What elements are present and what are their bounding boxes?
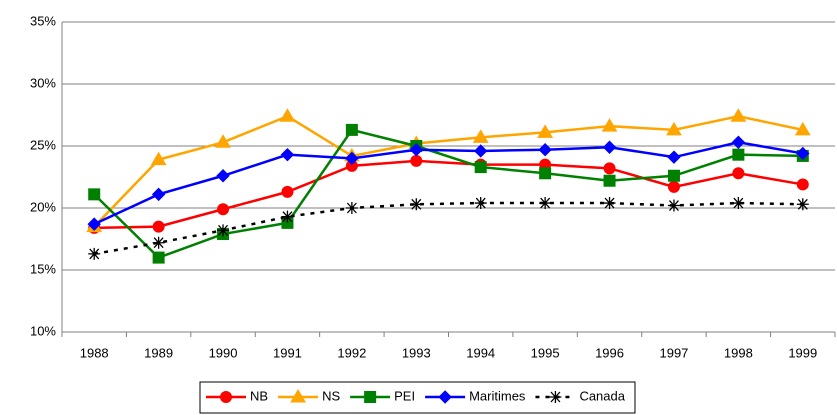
data-point [602,140,617,154]
x-tick-label: 1997 [659,345,688,360]
data-point [345,202,358,214]
data-point [345,123,358,136]
x-tick-label: 1993 [402,345,431,360]
legend-marker [438,390,452,404]
x-tick-label: 1998 [724,345,753,360]
legend-marker [364,391,377,403]
legend-label: PEI [394,388,415,403]
data-point [538,143,552,157]
series-line [93,114,804,228]
x-tick-label: 1999 [788,345,817,360]
x-tick-label: 1995 [531,345,560,360]
series-line [93,128,803,260]
series-line [94,159,804,230]
data-point [794,121,811,136]
data-point [281,185,294,198]
data-point [215,134,231,148]
data-point [410,198,423,211]
data-point [796,198,809,211]
legend-label: Canada [579,388,625,403]
x-tick-label: 1991 [273,345,302,360]
data-point [539,197,552,210]
y-tick-label: 35% [30,13,56,28]
data-point [603,197,616,210]
data-point [88,188,101,201]
data-point [796,178,809,191]
series-line [93,141,804,226]
data-point [603,162,616,175]
data-point [152,251,165,264]
data-point [217,224,230,237]
data-point [667,150,681,164]
data-point [731,135,746,149]
legend-marker [290,389,306,403]
y-tick-label: 20% [30,199,56,214]
data-point [732,148,745,161]
y-tick-label: 25% [30,137,56,152]
data-point [152,220,165,233]
data-point [88,247,101,260]
data-point [667,199,680,212]
data-point [667,169,680,182]
data-point [666,121,682,136]
data-point [730,108,747,122]
data-point [539,167,552,180]
y-tick-label: 30% [30,75,56,90]
legend-marker [220,391,232,403]
x-tick-label: 1989 [144,345,173,360]
data-point [150,151,167,166]
series-line [93,201,803,256]
data-point [151,187,166,202]
legend-label: NB [250,388,268,403]
data-point [537,124,553,138]
data-point [601,118,618,132]
data-point [152,236,165,249]
data-point [732,197,745,210]
data-point [667,180,680,193]
y-tick-label: 10% [30,323,56,338]
data-point [732,167,745,180]
legend: NB NS PEI Maritimes Canada [199,381,636,414]
data-point [280,147,295,162]
legend-label: Maritimes [469,388,526,403]
data-point [472,129,489,143]
data-point [474,144,488,158]
data-point [474,161,487,174]
data-point [281,210,294,223]
x-tick-label: 1994 [466,345,495,360]
x-tick-label: 1988 [80,345,109,360]
x-tick-label: 1996 [595,345,624,360]
x-tick-label: 1992 [337,345,366,360]
data-point [603,174,616,187]
data-point [474,197,487,210]
y-tick-label: 15% [30,261,56,276]
data-point [217,203,230,216]
data-point [279,108,296,122]
data-point [87,217,101,231]
data-point [410,154,423,167]
data-point [796,146,810,161]
data-point [409,143,423,157]
legend-label: NS [322,388,340,403]
legend-marker [549,391,562,403]
legend-box [199,381,636,414]
x-tick-label: 1990 [209,345,238,360]
data-point [216,169,230,183]
data-point [345,151,359,166]
